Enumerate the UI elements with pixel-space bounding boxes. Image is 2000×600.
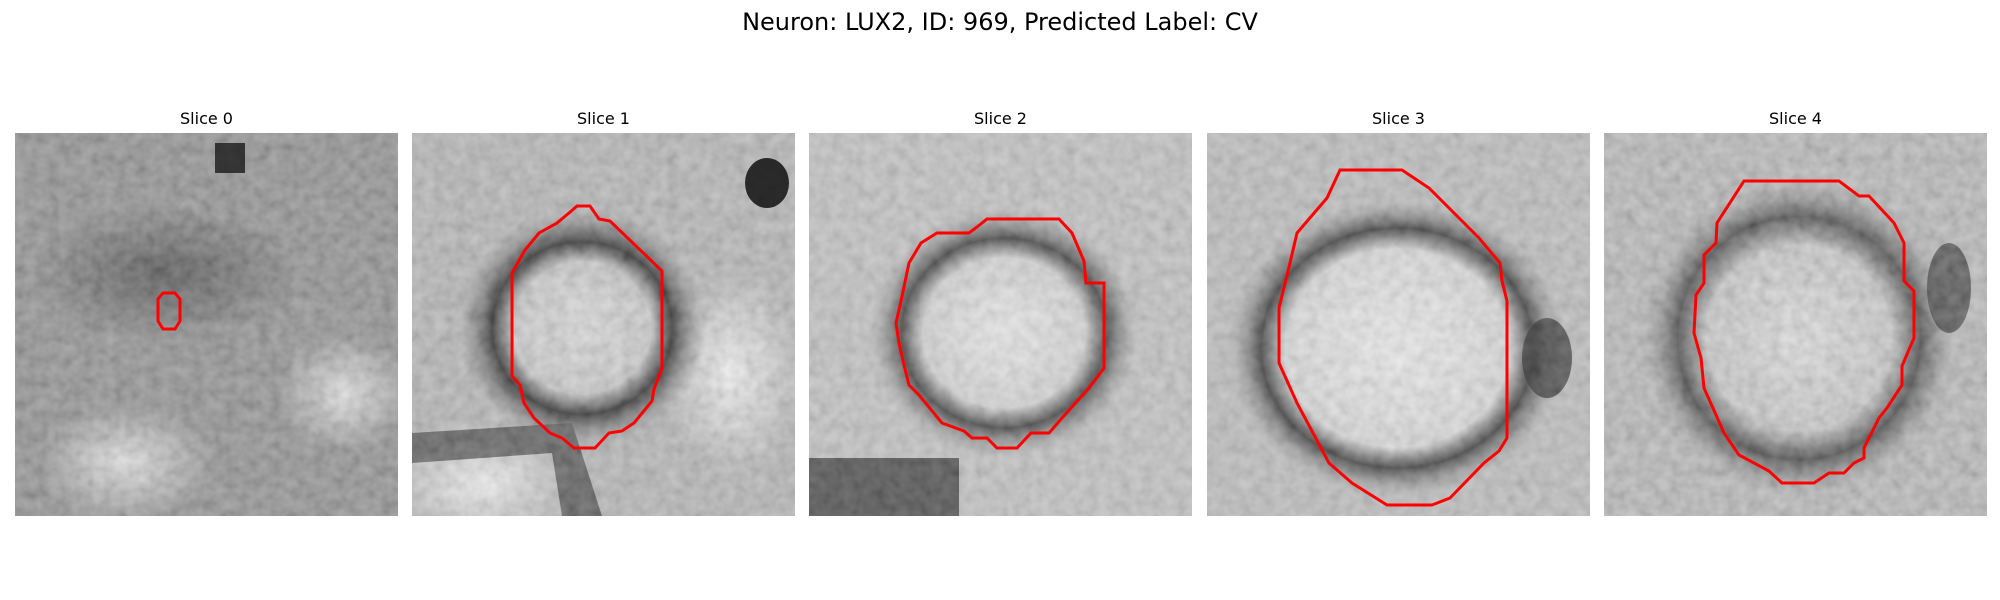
slice-panel-0: Slice 0 <box>15 108 398 516</box>
segmentation-contour <box>894 217 1106 450</box>
dark-spot <box>745 158 789 208</box>
pixel-noise <box>1207 133 1590 516</box>
segmentation-contour <box>510 204 664 450</box>
slice-title-4: Slice 4 <box>1769 109 1822 128</box>
segmentation-contour <box>1277 168 1509 507</box>
segmentation-contour <box>1692 179 1916 485</box>
slice-title-1: Slice 1 <box>577 109 630 128</box>
figure-title: Neuron: LUX2, ID: 969, Predicted Label: … <box>742 8 1258 36</box>
slice-image-2 <box>809 133 1192 516</box>
dark-spot <box>215 143 245 173</box>
slice-title-0: Slice 0 <box>180 109 233 128</box>
pixel-noise <box>1604 133 1987 516</box>
pixel-noise <box>15 133 398 516</box>
slice-image-1 <box>412 133 795 516</box>
slice-image-4 <box>1604 133 1987 516</box>
slice-image-3 <box>1207 133 1590 516</box>
pixel-noise <box>412 133 795 516</box>
slice-title-3: Slice 3 <box>1372 109 1425 128</box>
slice-panel-1: Slice 1 <box>412 108 795 516</box>
slice-image-0 <box>15 133 398 516</box>
segmentation-contour <box>156 291 182 331</box>
slice-panel-2: Slice 2 <box>809 108 1192 516</box>
slice-panel-4: Slice 4 <box>1604 108 1987 516</box>
pixel-noise <box>809 133 1192 516</box>
slice-title-2: Slice 2 <box>974 109 1027 128</box>
slice-panel-3: Slice 3 <box>1207 108 1590 516</box>
